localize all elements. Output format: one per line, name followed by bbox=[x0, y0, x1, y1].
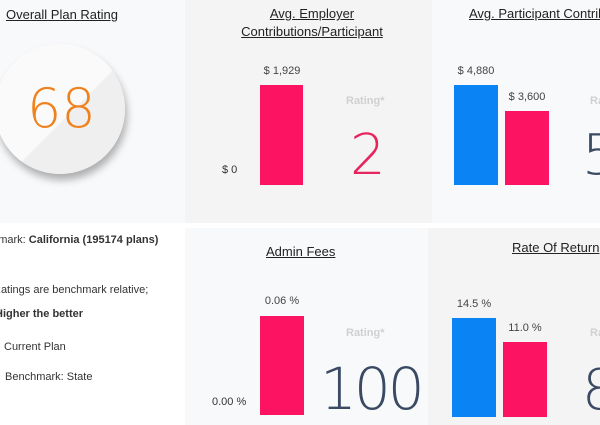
returns-bar-benchmark bbox=[503, 342, 547, 417]
benchmark-value: California (195174 plans) bbox=[28, 234, 159, 246]
participant-benchmark-label: $ 3,600 bbox=[508, 91, 546, 103]
employer-contributions-panel: Avg. Employer Contributions/Participant … bbox=[185, 0, 432, 223]
employer-axis-zero: $ 0 bbox=[222, 164, 238, 176]
employer-title-line1: Avg. Employer bbox=[269, 6, 355, 21]
benchmark-label: Benchmark: bbox=[0, 234, 26, 246]
returns-current-label: 14.5 % bbox=[456, 298, 492, 310]
overall-rating-panel: Overall Plan Rating 68 bbox=[0, 0, 185, 223]
note-benchmark-relative: Ratings are benchmark relative; bbox=[0, 284, 149, 296]
participant-title: Avg. Participant Contributions bbox=[469, 6, 600, 21]
participant-current-label: $ 4,880 bbox=[457, 65, 495, 77]
legend-current-plan: Current Plan bbox=[4, 341, 66, 353]
employer-bar-benchmark bbox=[260, 85, 303, 185]
employer-rating-label: Rating* bbox=[346, 95, 385, 107]
employer-title-line2: Contributions/Participant bbox=[241, 24, 383, 39]
participant-bar-benchmark bbox=[505, 111, 549, 185]
rate-of-return-panel: Rate Of Return 14.5 % 11.0 % Rating* 8 bbox=[428, 228, 600, 425]
returns-bar-current bbox=[452, 318, 496, 417]
returns-benchmark-label: 11.0 % bbox=[508, 322, 542, 334]
returns-title: Rate Of Return bbox=[512, 240, 600, 255]
score-circle bbox=[0, 44, 125, 174]
note-clip: Higher the better bbox=[0, 308, 86, 324]
employer-rating: 2 bbox=[350, 123, 386, 188]
admin-bar-benchmark bbox=[260, 316, 304, 415]
admin-rating: 100 bbox=[320, 355, 425, 423]
admin-title: Admin Fees bbox=[266, 244, 336, 259]
returns-rating-label: Rating* bbox=[590, 327, 600, 339]
employer-bar-label: $ 1,929 bbox=[263, 65, 301, 77]
participant-rating-label: Rating* bbox=[590, 95, 600, 107]
note-higher-better: Higher the better bbox=[0, 308, 84, 320]
legend-benchmark-state: Benchmark: State bbox=[5, 371, 93, 383]
participant-rating: 5 bbox=[582, 123, 600, 188]
benchmark-info: Benchmark: California (195174 plans) bbox=[0, 234, 158, 246]
overall-rating-title: Overall Plan Rating bbox=[6, 7, 118, 22]
returns-rating: 8 bbox=[582, 358, 600, 423]
overall-score: 68 bbox=[27, 77, 96, 140]
admin-bar-label: 0.06 % bbox=[264, 295, 300, 307]
participant-bar-current bbox=[454, 85, 498, 185]
participant-contributions-panel: Avg. Participant Contributions $ 4,880 $… bbox=[432, 0, 600, 223]
admin-rating-label: Rating* bbox=[346, 327, 385, 339]
admin-fees-panel: Admin Fees 0.06 % 0.00 % Rating* 100 bbox=[185, 228, 428, 425]
info-panel: Benchmark: California (195174 plans) Rat… bbox=[0, 228, 185, 425]
admin-axis-zero: 0.00 % bbox=[212, 396, 247, 408]
